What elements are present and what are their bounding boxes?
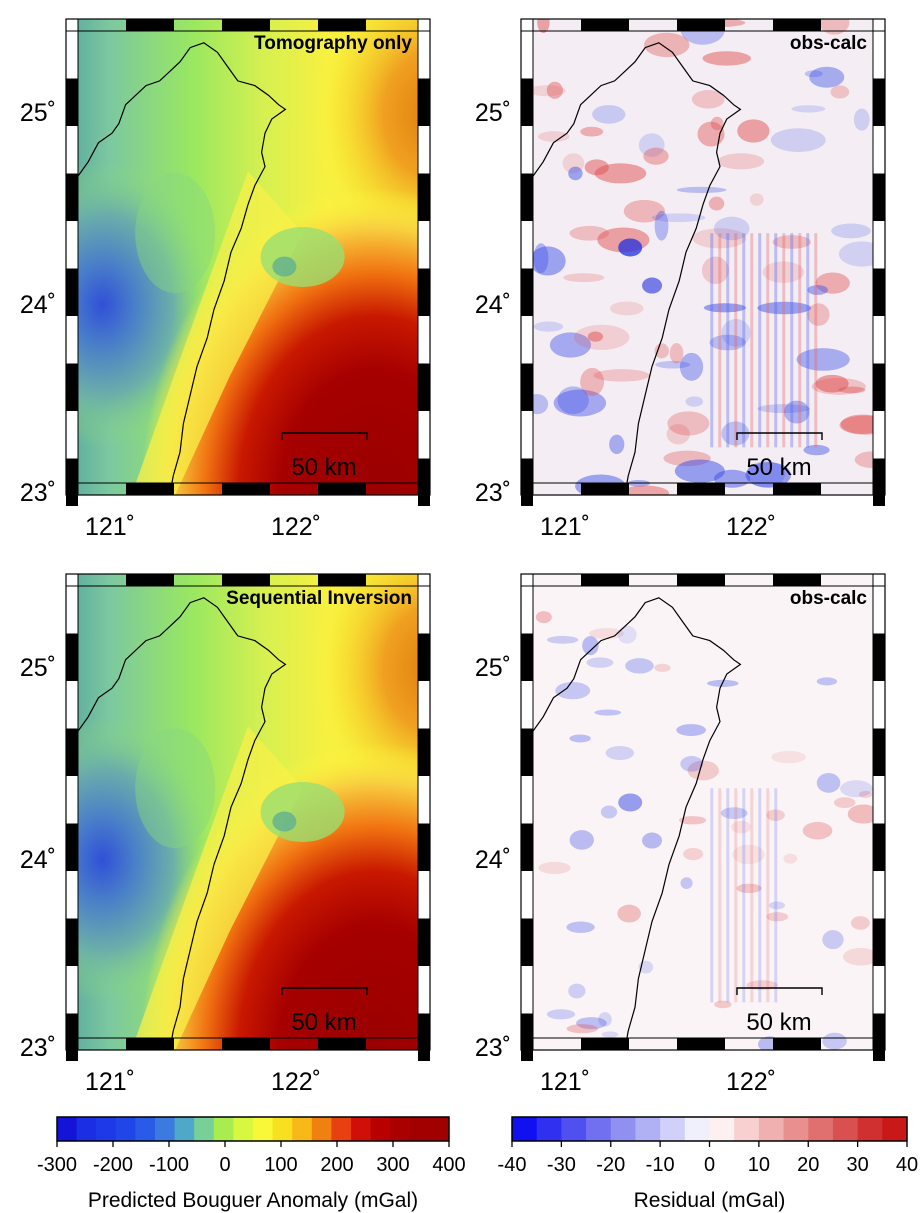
colorbar-tick-label: -20 [596,1154,625,1176]
lat-tick-label: 25˚ [475,654,511,682]
colorbar-swatch [213,1117,234,1141]
colorbar-title: Residual (mGal) [634,1189,786,1212]
colorbar-swatch [429,1117,450,1141]
colorbar-tick-label: 200 [320,1154,353,1176]
scale-bar-label: 50 km [291,1009,356,1036]
colorbar-tick-label: -10 [646,1154,675,1176]
lon-tick-label: 121˚ [85,513,135,541]
colorbar-swatch [758,1117,785,1141]
colorbar-swatch [660,1117,686,1141]
colorbar-tick-label: 20 [797,1154,819,1176]
colorbar-swatch [194,1117,215,1141]
colorbar-swatch [272,1117,293,1141]
panel-title: Tomography only [254,33,412,54]
colorbar-swatch [709,1117,735,1141]
lon-tick-label: 122˚ [726,513,776,541]
lat-tick-label: 23˚ [475,1034,511,1062]
coastline [533,597,742,1050]
panel-title: Sequential Inversion [226,588,412,609]
colorbar-tick-label: 100 [264,1154,297,1176]
colorbar-swatch [292,1117,313,1141]
map-panel-d: obs-calc 50 km 23˚ 24˚ 25˚ 121˚ 122˚ [475,573,886,1096]
colorbar-swatch [635,1117,661,1141]
colorbar-title: Predicted Bouguer Anomaly (mGal) [88,1189,418,1212]
colorbar-swatch [331,1117,352,1141]
lat-tick-label: 24˚ [20,846,56,874]
lat-tick-label: 23˚ [20,479,56,507]
colorbar-tick-label: -30 [547,1154,576,1176]
colorbar-tick-label: -100 [149,1154,189,1176]
colorbar-swatch [174,1117,195,1141]
lon-tick-label: 122˚ [271,513,321,541]
lat-tick-label: 24˚ [475,291,511,319]
lat-tick-label: 25˚ [475,99,511,127]
colorbar-tick-label: 0 [219,1154,230,1176]
lat-tick-label: 23˚ [475,479,511,507]
colorbar-swatch [684,1117,710,1141]
colorbar-swatch [370,1117,391,1141]
colorbar-tick-label: 30 [847,1154,869,1176]
scale-bar: 50 km [736,987,823,1036]
lon-tick-label: 122˚ [726,1068,776,1096]
colorbar-swatch [610,1117,636,1141]
colorbar-swatch [512,1117,538,1141]
scale-bar: 50 km [736,432,823,481]
coastline [78,597,287,1050]
lat-tick-label: 25˚ [20,99,56,127]
colorbar-swatch [536,1117,562,1141]
colorbar-tick-label: 300 [376,1154,409,1176]
colorbar-tick-label: -300 [37,1154,77,1176]
colorbar-tick-label: -40 [498,1154,527,1176]
colorbar-tick-label: 40 [896,1154,918,1176]
scale-bar: 50 km [281,432,368,481]
colorbar-swatch [233,1117,254,1141]
lon-tick-label: 121˚ [540,513,590,541]
lat-tick-label: 23˚ [20,1034,56,1062]
colorbar-tick-label: 0 [704,1154,715,1176]
colorbar-swatch [882,1117,908,1141]
colorbar-swatch [586,1117,612,1141]
lat-tick-label: 25˚ [20,654,56,682]
colorbar-swatch [390,1117,411,1141]
map-panel-b: obs-calc 50 km 23˚ 24˚ 25˚ 121˚ 122˚ [475,18,886,541]
colorbar-swatch [409,1117,430,1141]
colorbar-swatch [135,1117,156,1141]
lon-tick-label: 122˚ [271,1068,321,1096]
colorbar-swatch [808,1117,834,1141]
colorbar-swatch [561,1117,587,1141]
colorbar-swatch [155,1117,176,1141]
lon-tick-label: 121˚ [540,1068,590,1096]
colorbar-swatch [311,1117,332,1141]
colorbar-swatch [76,1117,97,1141]
colorbar-tick-label: 10 [748,1154,770,1176]
colorbar-swatch [57,1117,78,1141]
colorbar-swatch [351,1117,372,1141]
scale-bar: 50 km [281,987,368,1036]
colorbar-swatch [832,1117,859,1141]
scale-bar-label: 50 km [746,454,811,481]
colorbar-swatch [734,1117,760,1141]
bouguer-colorbar: -300 -200 -100 0 100 200 300 400 Predicted Bougu… [37,1116,466,1212]
panel-title: obs-calc [790,33,868,54]
residual-colorbar: -40 -30 -20 -10 0 10 20 30 40 Residual (mGal) [498,1116,918,1212]
map-panel-c: Sequential Inversion 50 km 23˚ 24˚ 25˚ 121˚ 12… [20,573,431,1096]
colorbar-swatch [115,1117,136,1141]
colorbar-tick-label: 400 [432,1154,465,1176]
map-panel-a: Tomography only 50 km 23˚ 24˚ 25˚ 121˚ 122˚ [20,18,431,541]
colorbar-swatch [857,1117,883,1141]
lat-tick-label: 24˚ [20,291,56,319]
scale-bar-label: 50 km [291,454,356,481]
coastline [533,42,742,495]
lon-tick-label: 121˚ [85,1068,135,1096]
colorbar-swatch [96,1117,117,1141]
colorbar-swatch [783,1117,809,1141]
scale-bar-label: 50 km [746,1009,811,1036]
lat-tick-label: 24˚ [475,846,511,874]
coastline [78,42,287,495]
colorbar-tick-label: -200 [93,1154,133,1176]
colorbar-swatch [253,1117,274,1141]
panel-title: obs-calc [790,588,868,609]
